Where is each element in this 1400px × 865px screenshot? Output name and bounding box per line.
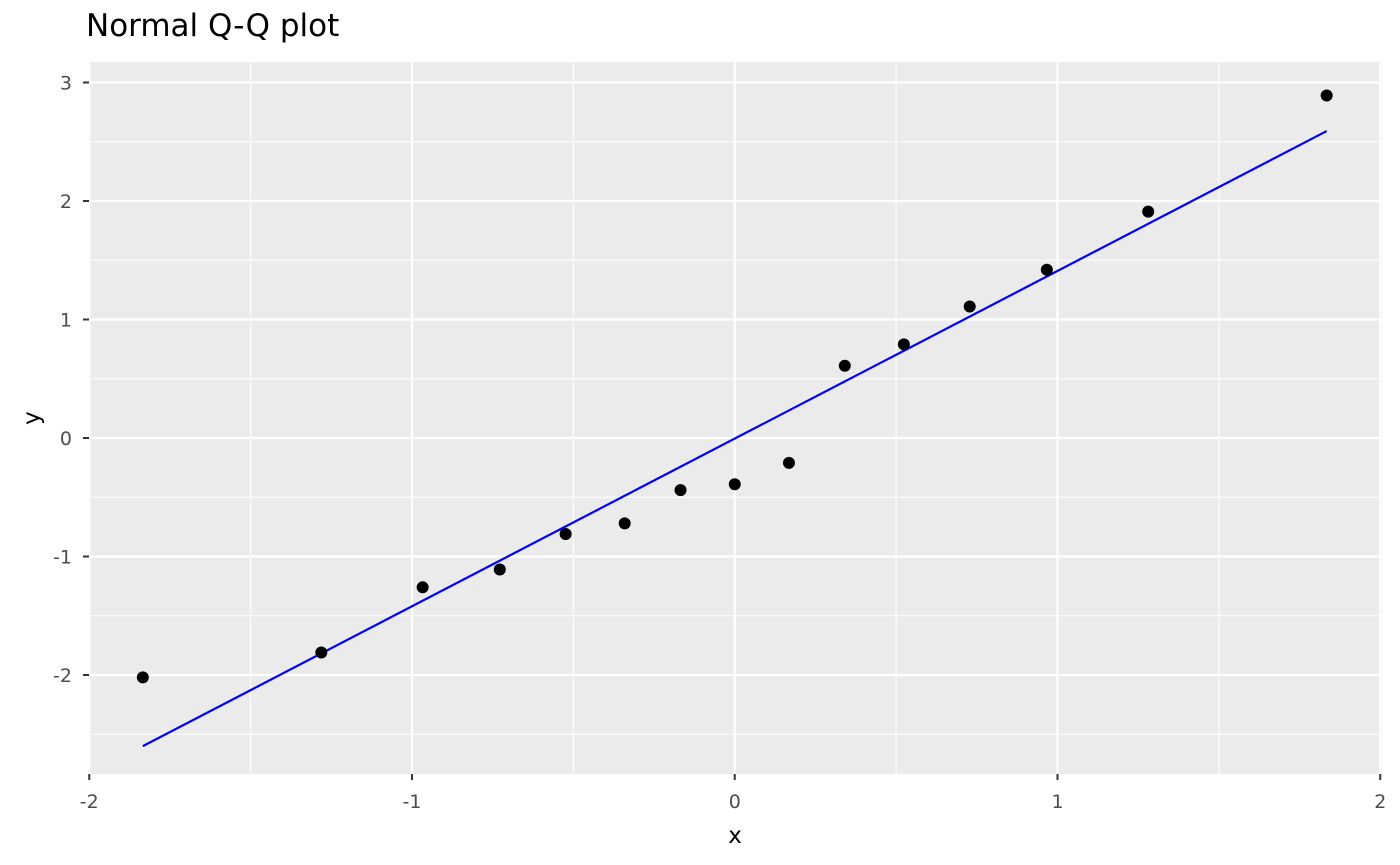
x-axis-title: x (728, 823, 742, 849)
data-point (1040, 263, 1053, 276)
data-point (136, 671, 149, 684)
y-axis-title: y (19, 411, 45, 425)
x-tick-label: -1 (403, 791, 422, 813)
reference-line (142, 130, 1328, 748)
data-points (136, 89, 1333, 684)
data-point (674, 484, 687, 497)
y-tick-label: 1 (60, 310, 72, 332)
data-point (1142, 205, 1155, 218)
data-point (838, 359, 851, 372)
x-tick-label: -2 (80, 791, 99, 813)
data-point (618, 517, 631, 530)
major-gridlines (88, 62, 1382, 774)
data-point (897, 338, 910, 351)
data-point (416, 581, 429, 594)
data-point (963, 300, 976, 313)
data-point (728, 478, 741, 491)
y-tick-label: -1 (53, 547, 72, 569)
axes: -2 -1 0 1 2 -2 -1 0 1 2 3 (53, 73, 1386, 814)
y-tick-label: 0 (60, 428, 72, 450)
data-point (315, 646, 328, 659)
reference-line-group (142, 130, 1328, 748)
y-tick-label: 3 (60, 73, 72, 95)
x-tick-label: 0 (729, 791, 741, 813)
x-tick-label: 1 (1051, 791, 1063, 813)
x-tick-label: 2 (1374, 791, 1386, 813)
data-point (782, 456, 795, 469)
chart-title: Normal Q-Q plot (86, 8, 340, 44)
data-point (1320, 89, 1333, 102)
data-point (559, 527, 572, 540)
y-tick-label: -2 (53, 665, 72, 687)
data-point (493, 563, 506, 576)
y-tick-label: 2 (60, 191, 72, 213)
